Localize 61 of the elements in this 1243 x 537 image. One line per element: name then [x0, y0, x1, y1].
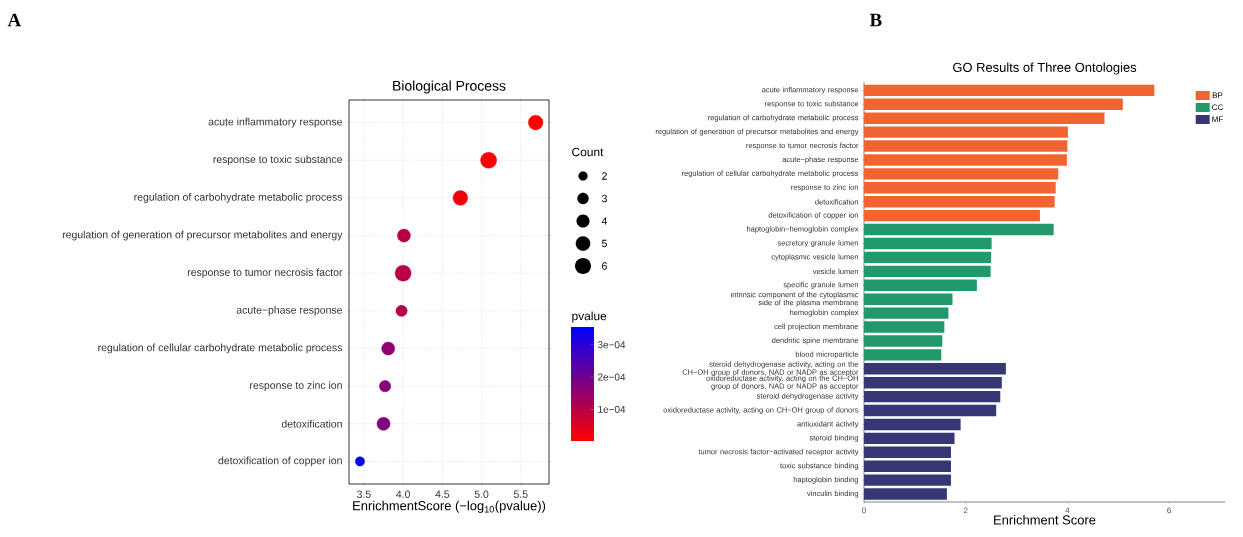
y-tick-label: acute inflammatory response: [208, 117, 342, 128]
y-tick-label: detoxification: [281, 419, 342, 428]
bar: [864, 112, 1105, 124]
color-bar-title: pvalue: [572, 311, 607, 323]
y-tick-label: regulation of carbohydrate metabolic process: [134, 193, 343, 203]
bar: [864, 418, 961, 431]
bar: [864, 446, 951, 459]
y-tick-label: detoxification of copper ion: [218, 456, 342, 467]
bar: [864, 168, 1059, 180]
x-tick-label: 3.5: [357, 490, 371, 498]
chart-title: GO Results of Three Ontologies: [953, 62, 1137, 75]
x-tick-label: 4.0: [396, 490, 410, 498]
bar: [864, 154, 1067, 166]
bar: [864, 321, 945, 333]
bar: [864, 196, 1055, 208]
bar: [864, 182, 1056, 194]
bar: [864, 98, 1123, 110]
legend-label: 4: [601, 217, 608, 225]
bar: [864, 265, 991, 278]
x-axis-title: Enrichment Score: [994, 515, 1096, 525]
bar: [864, 390, 1001, 403]
y-tick-label: regulation of generation of precursor metabolites and energy: [62, 230, 343, 241]
legend-label: 5: [601, 239, 607, 248]
bar: [864, 460, 951, 472]
bar: [864, 349, 942, 361]
legend-label: 2: [602, 172, 607, 180]
bar: [864, 126, 1068, 138]
y-tick-label: response to toxic substance: [213, 155, 342, 166]
x-tick-label: 5.5: [513, 490, 528, 498]
text: B: [869, 13, 882, 27]
legend-title: Count: [572, 147, 604, 157]
bar: [864, 293, 953, 305]
bar: [864, 209, 1040, 222]
bar: [864, 251, 992, 264]
bar: [864, 223, 1054, 236]
bar: [864, 432, 955, 445]
legend-label: 3: [601, 194, 607, 203]
bar: [864, 377, 1002, 389]
bar: [864, 474, 951, 486]
color-bar-label: 1e−04: [598, 405, 626, 413]
bar: [864, 363, 1006, 375]
bar: [864, 335, 943, 347]
x-tick-label: 4.5: [435, 490, 450, 498]
bar: [864, 307, 949, 319]
y-tick-label: acute−phase response: [236, 305, 342, 316]
y-tick-label: response to tumor necrosis factor: [187, 268, 343, 279]
bar: [864, 404, 997, 417]
x-axis-title: EnrichmentScore (−log$_{10}$(pvalue)): [353, 500, 546, 513]
chart-title: Biological Process: [393, 80, 506, 94]
y-tick-label: regulation of cellular carbohydrate metabolic process: [98, 343, 343, 354]
bar: [864, 84, 1155, 97]
y-tick-label: response to zinc ion: [250, 381, 342, 391]
bar: [864, 237, 992, 250]
bar: [864, 488, 947, 500]
bar: [864, 279, 977, 291]
color-bar-label: 3e−04: [597, 341, 626, 349]
legend-label: 6: [602, 262, 607, 270]
bar: [864, 140, 1068, 152]
color-bar-label: 2e−04: [598, 373, 626, 381]
text: A: [7, 13, 22, 27]
x-tick-label: 5.0: [474, 490, 489, 498]
